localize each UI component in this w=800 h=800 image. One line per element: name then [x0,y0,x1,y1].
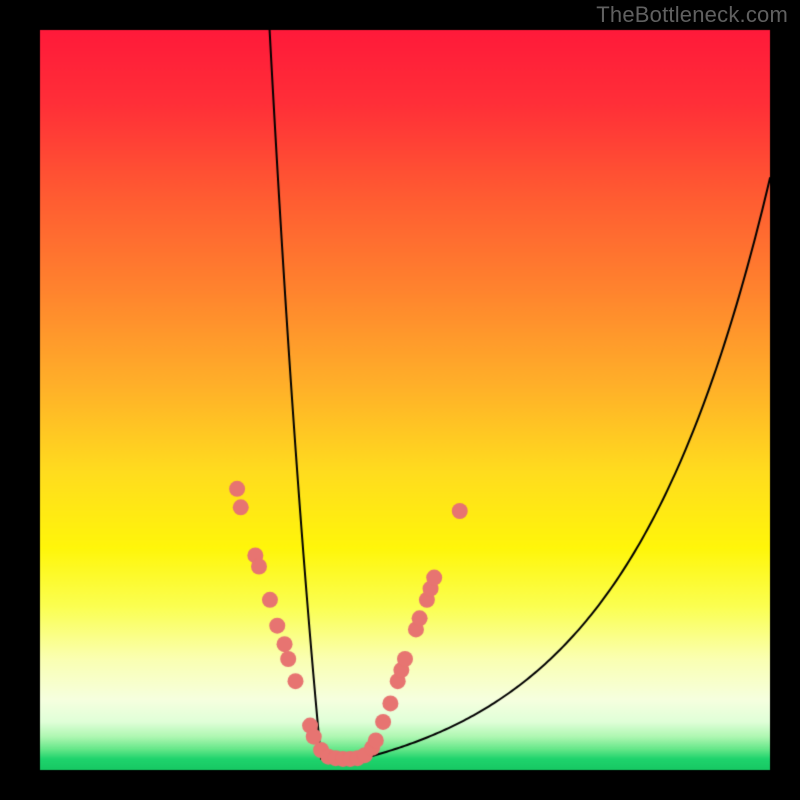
bottleneck-curve-canvas [0,0,800,800]
chart-root: TheBottleneck.com [0,0,800,800]
watermark-text: TheBottleneck.com [596,2,788,28]
